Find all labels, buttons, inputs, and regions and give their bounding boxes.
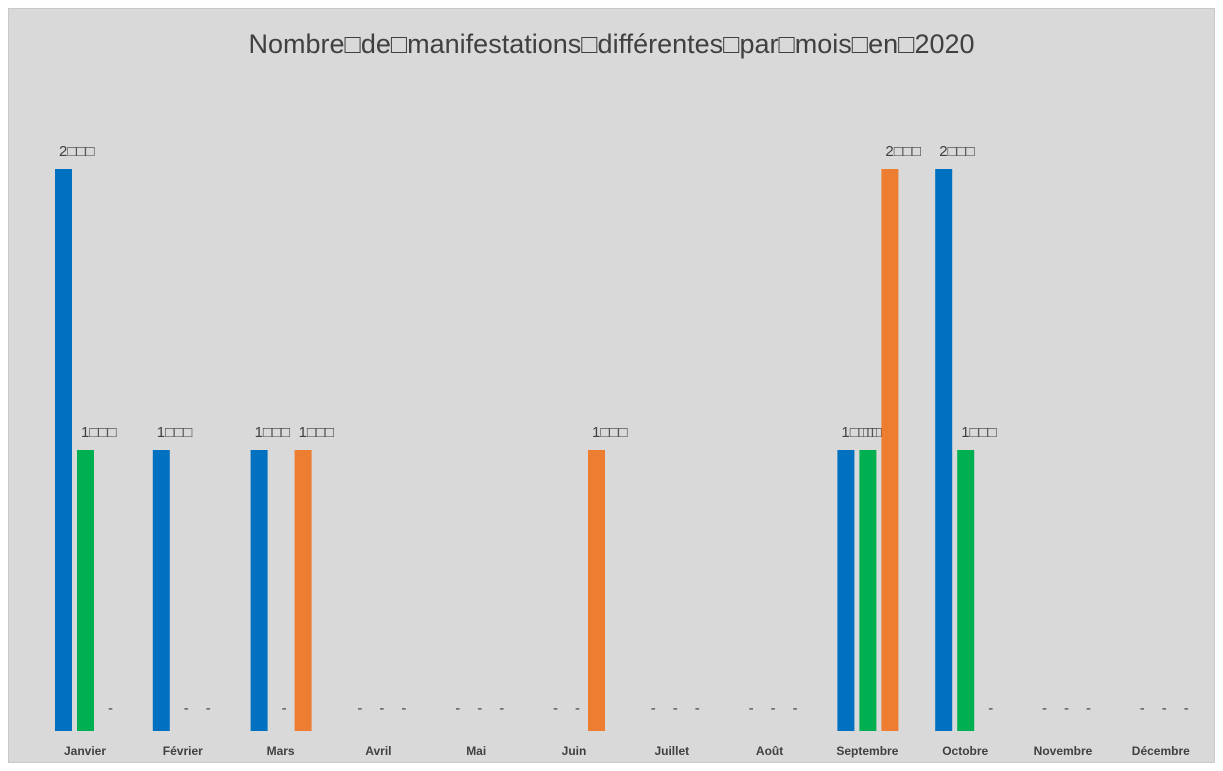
data-label: - (553, 700, 558, 717)
x-tick-label: Février (163, 744, 203, 758)
data-label: - (401, 700, 406, 717)
bar (881, 169, 899, 731)
bar (859, 450, 877, 731)
bar (294, 450, 312, 731)
data-label: 1□□□ (299, 424, 335, 441)
data-label: - (1042, 700, 1047, 717)
data-label: - (651, 700, 656, 717)
data-label: - (1086, 700, 1091, 717)
data-label: - (108, 700, 113, 717)
x-tick-label: Novembre (1034, 744, 1093, 758)
data-label: - (455, 700, 460, 717)
data-label: - (575, 700, 580, 717)
x-tick-label: Août (756, 744, 783, 758)
data-label: 1□□□ (841, 424, 877, 441)
x-tick-label: Octobre (942, 744, 988, 758)
x-tick-label: Mai (466, 744, 486, 758)
data-label: 1□□□ (81, 424, 117, 441)
bar (837, 450, 855, 731)
data-label: - (184, 700, 189, 717)
data-label: - (771, 700, 776, 717)
bar (957, 450, 975, 731)
data-label: 2□□□ (59, 143, 95, 160)
data-label: 1□□□ (592, 424, 628, 441)
x-tick-label: Décembre (1132, 744, 1190, 758)
data-label: - (749, 700, 754, 717)
x-tick-label: Juillet (654, 744, 689, 758)
data-label: 2□□□ (885, 143, 921, 160)
data-label: - (379, 700, 384, 717)
data-label: - (206, 700, 211, 717)
bar (152, 450, 170, 731)
bar (935, 169, 953, 731)
data-label: - (673, 700, 678, 717)
data-label: - (695, 700, 700, 717)
data-label: - (1162, 700, 1167, 717)
x-tick-label: Juin (562, 744, 587, 758)
data-label: 1□□□ (157, 424, 193, 441)
data-label: - (1064, 700, 1069, 717)
x-tick-label: Mars (267, 744, 295, 758)
bar (55, 169, 72, 731)
data-label: - (499, 700, 504, 717)
data-label: - (357, 700, 362, 717)
data-label: - (477, 700, 482, 717)
x-tick-label: Avril (365, 744, 391, 758)
x-tick-label: Septembre (836, 744, 898, 758)
bar (588, 450, 605, 731)
bar (77, 450, 94, 731)
data-label: 2□□□ (939, 143, 975, 160)
chart-title: Nombre□de□manifestations□différentes□par… (248, 29, 975, 59)
data-label: - (793, 700, 798, 717)
data-label: - (1140, 700, 1145, 717)
data-label: 1□□□ (961, 424, 997, 441)
data-label: - (988, 700, 993, 717)
chart-area: Nombre□de□manifestations□différentes□par… (8, 8, 1215, 763)
data-label: 1□□□ (255, 424, 291, 441)
x-tick-label: Janvier (64, 744, 106, 758)
bar (250, 450, 268, 731)
data-label: - (1184, 700, 1189, 717)
data-label: - (282, 700, 287, 717)
